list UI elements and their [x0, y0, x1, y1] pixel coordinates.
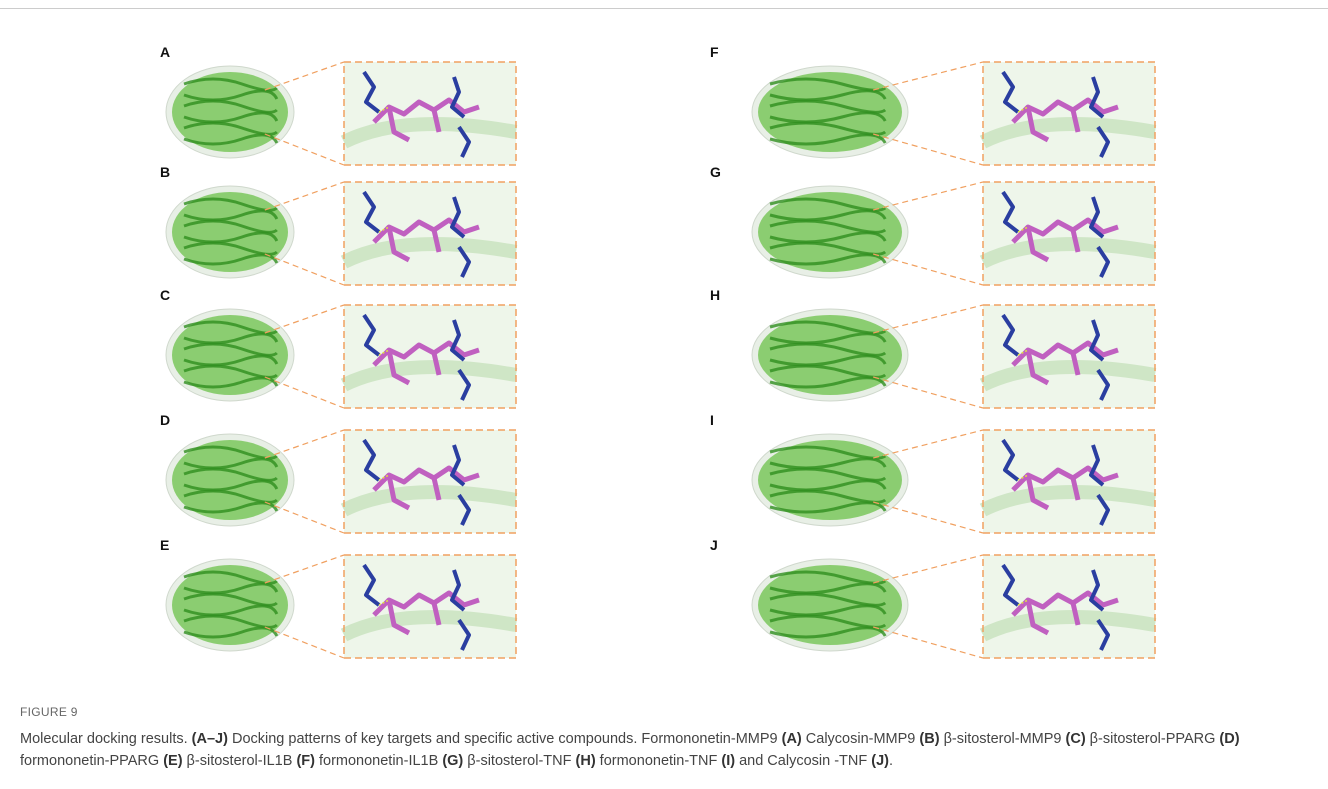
panel-label: I: [710, 412, 714, 428]
caption-ref: (D): [1219, 731, 1239, 747]
caption-ref: (H): [576, 753, 596, 769]
panel-label: J: [710, 537, 718, 553]
page: {"figure":{"panels":[{"label":"A"},{"lab…: [0, 0, 1328, 789]
caption-text: β-sitosterol-PPARG: [1086, 731, 1220, 747]
protein-surface: [752, 309, 908, 401]
caption-text: formononetin-TNF: [596, 753, 722, 769]
caption-ref: (C): [1066, 731, 1086, 747]
caption-ref: (F): [296, 753, 315, 769]
zoom-line: [265, 62, 344, 90]
protein-surface: [752, 434, 908, 526]
zoom-line: [265, 182, 344, 210]
panel-label: C: [160, 287, 170, 303]
protein-surface: [166, 186, 294, 278]
protein-surface: [752, 186, 908, 278]
protein-surface: [166, 434, 294, 526]
caption-ref: (E): [163, 753, 182, 769]
protein-surface: [166, 559, 294, 651]
panel-label: F: [710, 44, 719, 60]
zoom-view: [344, 555, 516, 658]
zoom-line: [265, 430, 344, 458]
caption-text: β-sitosterol-MMP9: [940, 731, 1066, 747]
caption-ref: (A): [782, 731, 802, 747]
zoom-line: [265, 254, 344, 285]
caption-text: formononetin-PPARG: [20, 753, 163, 769]
zoom-line: [265, 555, 344, 583]
protein-surface: [166, 309, 294, 401]
zoom-line: [265, 502, 344, 533]
zoom-view: [344, 305, 516, 408]
protein-surface: [752, 66, 908, 158]
protein-surface: [166, 66, 294, 158]
caption-text: .: [889, 753, 893, 769]
caption-text: Molecular docking results.: [20, 731, 192, 747]
zoom-view: [983, 430, 1155, 533]
figure: A B C D E F G H I J: [0, 0, 1328, 700]
figure-label: FIGURE 9: [20, 705, 78, 719]
caption-text: Docking patterns of key targets and spec…: [228, 731, 782, 747]
caption-ref: (B): [919, 731, 939, 747]
body: A B C D E F G H I J FIGURE 9 Molecular docking re…: [0, 0, 1328, 789]
caption-text: Calycosin-MMP9: [802, 731, 920, 747]
zoom-view: [983, 62, 1155, 165]
zoom-line: [873, 377, 983, 408]
caption-text: formononetin-IL1B: [315, 753, 442, 769]
caption: Molecular docking results. (A–J) Docking…: [20, 728, 1310, 772]
caption-ref: (A–J): [192, 731, 228, 747]
zoom-view: [344, 62, 516, 165]
zoom-line: [265, 627, 344, 658]
panel-label: E: [160, 537, 169, 553]
zoom-line: [873, 502, 983, 533]
protein-surface: [752, 559, 908, 651]
caption-ref: (G): [442, 753, 463, 769]
zoom-line: [265, 134, 344, 165]
panel-label: D: [160, 412, 170, 428]
zoom-view: [983, 555, 1155, 658]
zoom-view: [983, 182, 1155, 285]
zoom-line: [873, 134, 983, 165]
caption-text: and Calycosin -TNF: [735, 753, 871, 769]
panel-label: H: [710, 287, 720, 303]
panel-label: B: [160, 164, 170, 180]
zoom-view: [983, 305, 1155, 408]
zoom-line: [265, 305, 344, 333]
zoom-view: [344, 182, 516, 285]
caption-text: β-sitosterol-IL1B: [183, 753, 297, 769]
caption-text: β-sitosterol-TNF: [463, 753, 575, 769]
caption-ref: (J): [871, 753, 889, 769]
zoom-view: [344, 430, 516, 533]
zoom-line: [873, 254, 983, 285]
panel-label: G: [710, 164, 721, 180]
panel-label: A: [160, 44, 170, 60]
caption-ref: (I): [721, 753, 735, 769]
zoom-line: [265, 377, 344, 408]
